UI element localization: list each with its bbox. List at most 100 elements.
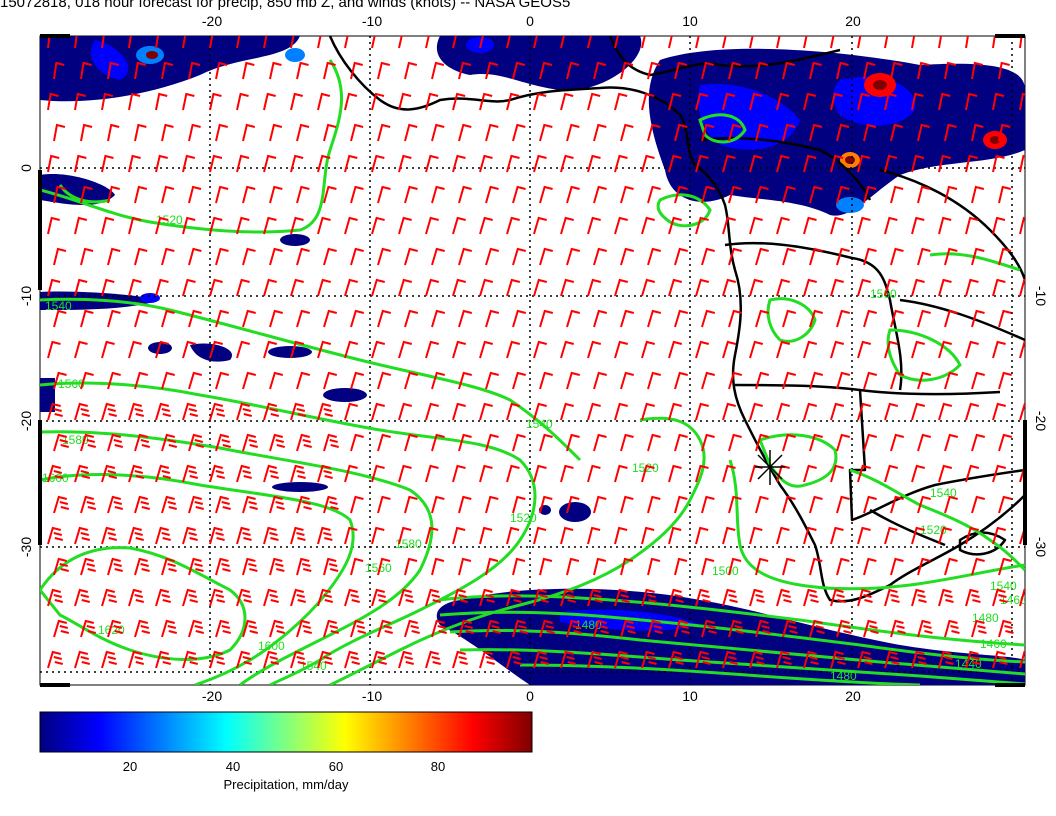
- wind-barb: [398, 464, 412, 483]
- wind-barb: [830, 526, 844, 545]
- wind-barb: [911, 36, 916, 49]
- wind-barb: [485, 123, 499, 142]
- wind-barb: [776, 340, 791, 359]
- wind-barb: [269, 309, 283, 328]
- wind-barb: [74, 464, 91, 483]
- wind-barb: [155, 464, 172, 483]
- wind-barb: [539, 309, 554, 328]
- wind-barb: [317, 36, 322, 49]
- wind-barb: [263, 402, 280, 421]
- precip-area: [280, 234, 310, 246]
- wind-barb: [290, 340, 305, 359]
- wind-barb: [161, 247, 175, 266]
- wind-barb: [107, 433, 124, 452]
- wind-barb: [371, 216, 385, 235]
- wind-barb: [992, 340, 1006, 359]
- wind-barb: [917, 433, 932, 452]
- wind-barb: [863, 371, 878, 390]
- wind-barb: [452, 92, 466, 111]
- wind-barb: [593, 185, 607, 204]
- wind-barb: [242, 371, 257, 390]
- wind-barb: [128, 650, 145, 669]
- wind-barb: [215, 123, 228, 142]
- wind-barb: [992, 526, 1006, 545]
- wind-barb: [917, 61, 930, 80]
- wind-barb: [80, 185, 93, 204]
- wind-barb: [917, 557, 931, 576]
- wind-barb: [317, 154, 331, 173]
- wind-barb: [290, 36, 295, 49]
- wind-barb: [620, 61, 634, 80]
- wind-barb: [236, 154, 250, 173]
- wind-barb: [74, 216, 88, 235]
- wind-barb: [404, 123, 418, 142]
- wind-barb: [998, 247, 1012, 266]
- wind-barb: [458, 433, 472, 452]
- wind-barb: [182, 402, 199, 421]
- wind-barb: [215, 495, 231, 514]
- wind-barb: [128, 92, 141, 111]
- wind-barb: [890, 247, 904, 266]
- wind-barb: [701, 495, 715, 514]
- wind-barb: [803, 278, 817, 297]
- wind-barb: [182, 36, 187, 49]
- wind-barb: [857, 526, 871, 545]
- wind-barb: [695, 588, 711, 607]
- wind-barb: [182, 650, 198, 669]
- wind-barb: [998, 123, 1011, 142]
- lat-tick-label: -30: [1033, 537, 1049, 557]
- colorbar-bar: [39, 711, 533, 753]
- wind-barb: [134, 619, 151, 638]
- wind-barb: [641, 526, 655, 545]
- wind-barb: [134, 185, 148, 204]
- wind-barb: [398, 216, 412, 235]
- wind-barb: [242, 495, 258, 514]
- wind-barb: [938, 154, 952, 173]
- wind-barb: [323, 185, 337, 204]
- wind-barb: [614, 402, 628, 421]
- wind-barb: [695, 278, 710, 297]
- wind-barb: [668, 588, 684, 607]
- contour-label: 1560: [58, 377, 85, 391]
- wind-barb: [971, 61, 984, 80]
- contour-label: 1460: [980, 637, 1007, 651]
- wind-barb: [296, 495, 312, 514]
- wind-barb: [263, 216, 277, 235]
- height-contour: [40, 546, 247, 661]
- wind-barb: [404, 495, 418, 514]
- wind-barb: [593, 557, 607, 576]
- wind-barb: [479, 92, 493, 111]
- wind-barb: [209, 526, 225, 545]
- wind-barb: [269, 123, 283, 142]
- wind-barb: [755, 619, 771, 638]
- wind-barb: [236, 588, 252, 607]
- wind-barb: [161, 433, 178, 452]
- wind-barb: [323, 371, 338, 390]
- wind-barb: [182, 92, 195, 111]
- wind-barb: [944, 309, 958, 328]
- wind-barbs: [47, 36, 1025, 669]
- wind-barb: [749, 36, 754, 49]
- wind-barb: [479, 36, 484, 49]
- wind-barb: [134, 61, 147, 80]
- wind-barb: [836, 433, 850, 452]
- wind-barb: [863, 123, 877, 142]
- wind-barb: [755, 185, 769, 204]
- wind-barb: [803, 154, 817, 173]
- lat-tick-label: 0: [18, 164, 34, 172]
- wind-barb: [188, 247, 202, 266]
- wind-barb: [107, 557, 123, 576]
- wind-barb: [344, 92, 358, 111]
- wind-barb: [917, 309, 931, 328]
- wind-barb: [269, 185, 283, 204]
- wind-barb: [458, 309, 473, 328]
- wind-barb: [971, 247, 985, 266]
- wind-barb: [728, 619, 744, 638]
- wind-barb: [398, 402, 412, 421]
- wind-barb: [836, 247, 850, 266]
- wind-barb: [101, 340, 115, 359]
- wind-barb: [188, 185, 202, 204]
- wind-barb: [938, 36, 943, 49]
- wind-barb: [776, 402, 790, 421]
- wind-barb: [425, 526, 439, 545]
